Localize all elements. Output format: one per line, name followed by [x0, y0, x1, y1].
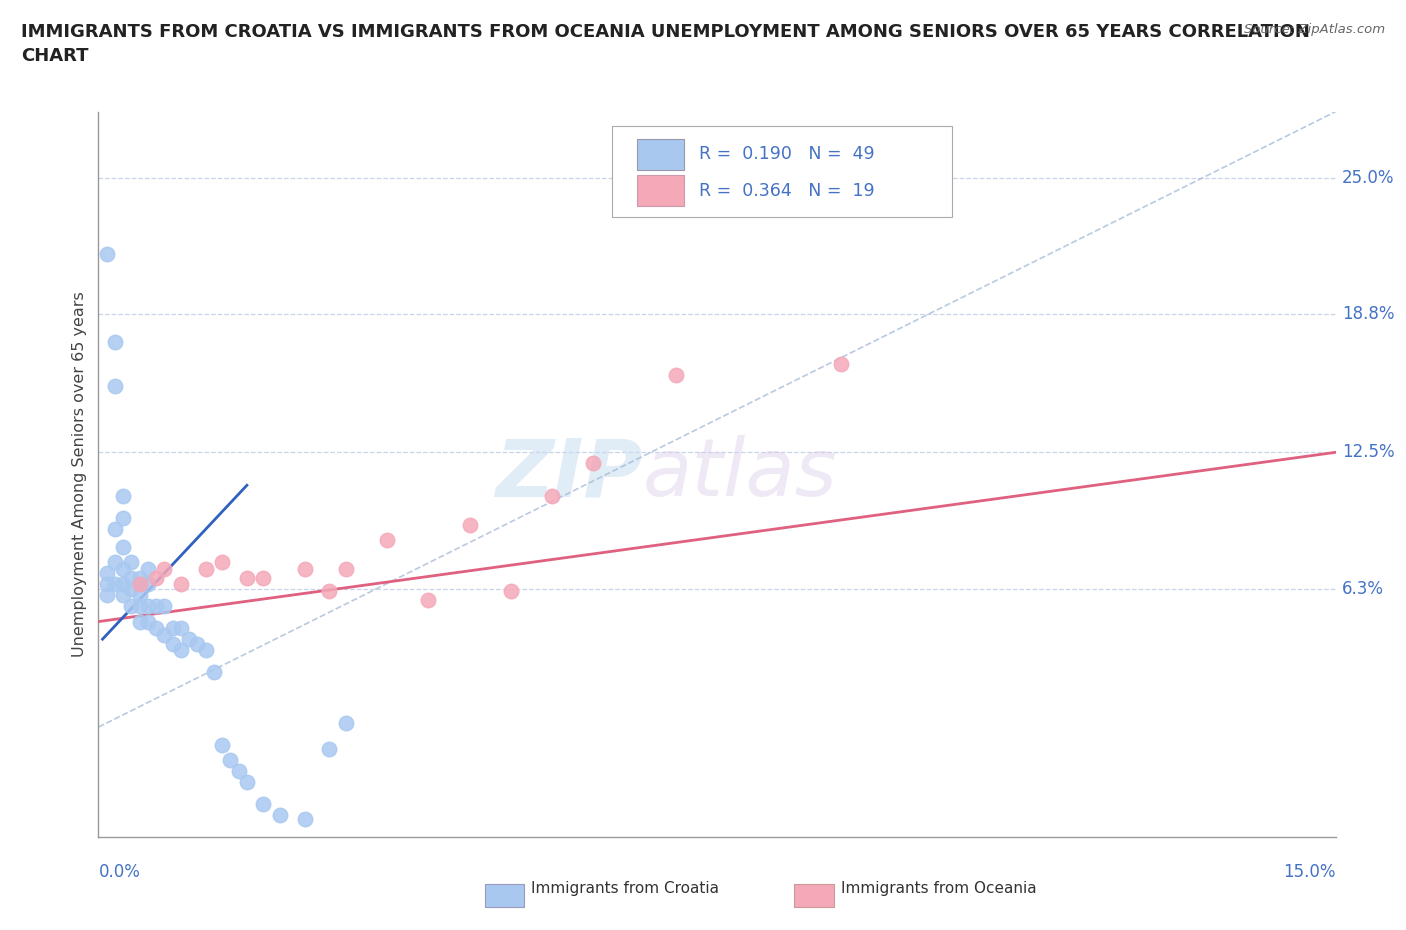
Point: [112, 588, 135, 603]
Text: Immigrants from Oceania: Immigrants from Oceania: [841, 881, 1036, 896]
Point: [252, 570, 274, 585]
Point: [194, 643, 217, 658]
Point: [294, 812, 316, 827]
Point: [112, 539, 135, 554]
Point: [104, 555, 127, 570]
Text: 18.8%: 18.8%: [1341, 305, 1395, 323]
Text: 12.5%: 12.5%: [1341, 444, 1395, 461]
Text: 15.0%: 15.0%: [1284, 863, 1336, 882]
Point: [128, 588, 150, 603]
Point: [153, 599, 176, 614]
Point: [162, 620, 184, 635]
Point: [830, 357, 852, 372]
Point: [112, 489, 135, 504]
Point: [170, 577, 193, 591]
Point: [104, 577, 127, 591]
Point: [136, 562, 159, 577]
Text: IMMIGRANTS FROM CROATIA VS IMMIGRANTS FROM OCEANIA UNEMPLOYMENT AMONG SENIORS OV: IMMIGRANTS FROM CROATIA VS IMMIGRANTS FR…: [21, 23, 1310, 65]
Point: [104, 522, 127, 537]
Point: [162, 636, 184, 651]
Point: [120, 599, 142, 614]
Point: [96, 577, 118, 591]
Point: [136, 599, 159, 614]
Point: [499, 583, 522, 598]
Point: [128, 599, 150, 614]
Point: [458, 517, 481, 532]
Point: [335, 715, 357, 730]
Point: [136, 577, 159, 591]
Point: [318, 741, 340, 756]
Point: [211, 555, 233, 570]
Text: R =  0.190   N =  49: R = 0.190 N = 49: [699, 145, 875, 164]
Y-axis label: Unemployment Among Seniors over 65 years: Unemployment Among Seniors over 65 years: [72, 291, 87, 658]
Text: Immigrants from Croatia: Immigrants from Croatia: [531, 881, 720, 896]
Point: [269, 807, 291, 822]
Point: [194, 562, 217, 577]
Point: [120, 570, 142, 585]
Point: [128, 570, 150, 585]
Point: [665, 368, 688, 383]
FancyBboxPatch shape: [612, 126, 952, 217]
Text: ZIP: ZIP: [495, 435, 643, 513]
Point: [179, 631, 201, 646]
Text: 25.0%: 25.0%: [1341, 168, 1395, 187]
Point: [228, 764, 250, 778]
Point: [104, 335, 127, 350]
Point: [418, 592, 440, 607]
Point: [211, 737, 233, 752]
Point: [294, 562, 316, 577]
Point: [153, 628, 176, 643]
Point: [96, 247, 118, 262]
Point: [318, 583, 340, 598]
Point: [128, 577, 150, 591]
Point: [120, 581, 142, 596]
FancyBboxPatch shape: [637, 176, 683, 206]
Point: [96, 588, 118, 603]
Text: 0.0%: 0.0%: [98, 863, 141, 882]
Point: [202, 665, 225, 680]
Point: [112, 511, 135, 525]
Point: [112, 562, 135, 577]
Text: atlas: atlas: [643, 435, 838, 513]
Text: 6.3%: 6.3%: [1341, 579, 1384, 598]
Point: [170, 643, 193, 658]
Point: [145, 599, 167, 614]
Point: [219, 752, 242, 767]
Point: [153, 562, 176, 577]
Text: R =  0.364   N =  19: R = 0.364 N = 19: [699, 181, 875, 200]
Point: [96, 565, 118, 580]
Point: [582, 456, 605, 471]
Point: [236, 775, 259, 790]
Point: [128, 614, 150, 629]
Point: [145, 570, 167, 585]
Point: [335, 562, 357, 577]
Point: [128, 577, 150, 591]
Point: [112, 577, 135, 591]
Point: [170, 620, 193, 635]
Point: [136, 614, 159, 629]
Point: [120, 555, 142, 570]
Point: [236, 570, 259, 585]
FancyBboxPatch shape: [637, 140, 683, 169]
Point: [186, 636, 208, 651]
Point: [541, 489, 564, 504]
Point: [252, 797, 274, 812]
Text: Source: ZipAtlas.com: Source: ZipAtlas.com: [1244, 23, 1385, 36]
Point: [145, 620, 167, 635]
Point: [104, 379, 127, 393]
Point: [375, 533, 398, 548]
